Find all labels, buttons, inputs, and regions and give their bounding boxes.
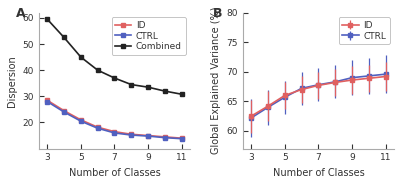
ID <box>45 99 50 101</box>
ID <box>146 134 150 137</box>
ID <box>162 136 167 138</box>
CTRL <box>95 127 100 129</box>
Combined <box>95 69 100 71</box>
Combined <box>79 56 83 58</box>
Combined <box>129 83 134 86</box>
ID <box>179 137 184 139</box>
Combined <box>179 93 184 95</box>
Combined <box>45 18 50 20</box>
X-axis label: Number of Classes: Number of Classes <box>273 168 365 178</box>
Y-axis label: Global Explained Variance (%): Global Explained Variance (%) <box>211 7 221 154</box>
Combined <box>112 77 117 79</box>
ID <box>129 133 134 135</box>
CTRL <box>79 120 83 122</box>
Text: B: B <box>213 7 222 20</box>
CTRL <box>112 132 117 134</box>
ID <box>62 110 67 112</box>
X-axis label: Number of Classes: Number of Classes <box>69 168 160 178</box>
Line: Combined: Combined <box>46 17 183 96</box>
Text: A: A <box>16 7 26 20</box>
Legend: ID, CTRL, Combined: ID, CTRL, Combined <box>111 17 186 55</box>
Line: CTRL: CTRL <box>46 100 183 140</box>
CTRL <box>146 135 150 137</box>
ID <box>79 119 83 121</box>
ID <box>95 126 100 128</box>
CTRL <box>179 138 184 140</box>
Combined <box>62 36 67 39</box>
Line: ID: ID <box>46 99 183 140</box>
CTRL <box>45 100 50 103</box>
Combined <box>146 86 150 88</box>
CTRL <box>62 111 67 113</box>
Y-axis label: Dispersion: Dispersion <box>7 55 17 107</box>
Legend: ID, CTRL: ID, CTRL <box>339 17 389 44</box>
ID <box>112 131 117 133</box>
CTRL <box>129 134 134 136</box>
CTRL <box>162 137 167 139</box>
Combined <box>162 90 167 92</box>
